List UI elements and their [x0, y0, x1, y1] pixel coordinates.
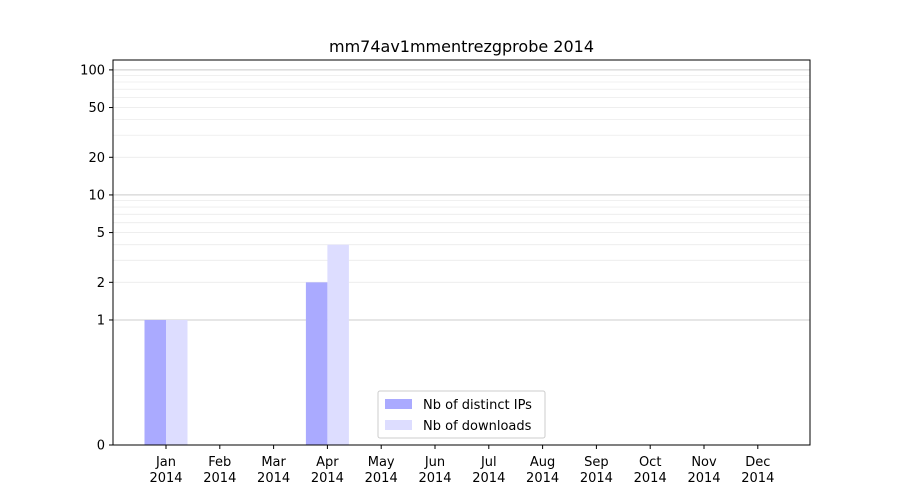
legend-label: Nb of downloads [423, 419, 532, 434]
legend-box [377, 390, 546, 439]
legend-swatch [385, 420, 412, 430]
x-axis: Jan 2014 Feb 2014 Mar 2014 Apr 2014 May 2014 Jun 20… [149, 445, 774, 486]
legend-label: Nb of distinct IPs [423, 398, 532, 413]
x-tick-label: Apr 2014 [311, 455, 344, 486]
bar-downloads [166, 319, 188, 445]
y-tick-label: 20 [88, 151, 105, 166]
x-tick-label: May 2014 [365, 455, 398, 486]
x-tick-label: Feb 2014 [203, 455, 236, 486]
grid-lines [113, 69, 810, 321]
y-tick-label: 50 [88, 101, 105, 116]
legend: Nb of distinct IPs Nb of downloads [377, 390, 546, 439]
y-tick-label: 2 [97, 276, 105, 291]
x-tick-label: Mar 2014 [257, 455, 290, 486]
bar-distinct-ips [305, 282, 328, 445]
y-tick-label: 100 [80, 63, 105, 78]
chart-title: mm74av1mmentrezgprobe 2014 [329, 37, 594, 56]
bar-downloads [327, 244, 349, 445]
y-tick-label: 1 [97, 313, 105, 328]
x-tick-label: Nov 2014 [687, 455, 720, 486]
y-tick-label: 0 [97, 439, 105, 454]
plot-area [112, 59, 811, 446]
x-tick-label: Jun 2014 [418, 455, 451, 486]
legend-swatch [385, 399, 412, 409]
y-tick-label: 5 [97, 226, 105, 241]
x-tick-label: Oct 2014 [634, 455, 667, 486]
x-tick-label: Sep 2014 [580, 455, 613, 486]
y-axis: 0 1 2 5 10 20 50 100 [80, 63, 113, 454]
x-tick-label: Jan 2014 [149, 455, 182, 486]
y-tick-label: 10 [88, 188, 105, 203]
bar-distinct-ips [144, 319, 166, 445]
x-tick-label: Aug 2014 [526, 455, 559, 486]
x-tick-label: Jul 2014 [472, 455, 505, 486]
x-tick-label: Dec 2014 [741, 455, 774, 486]
bars [144, 244, 349, 445]
